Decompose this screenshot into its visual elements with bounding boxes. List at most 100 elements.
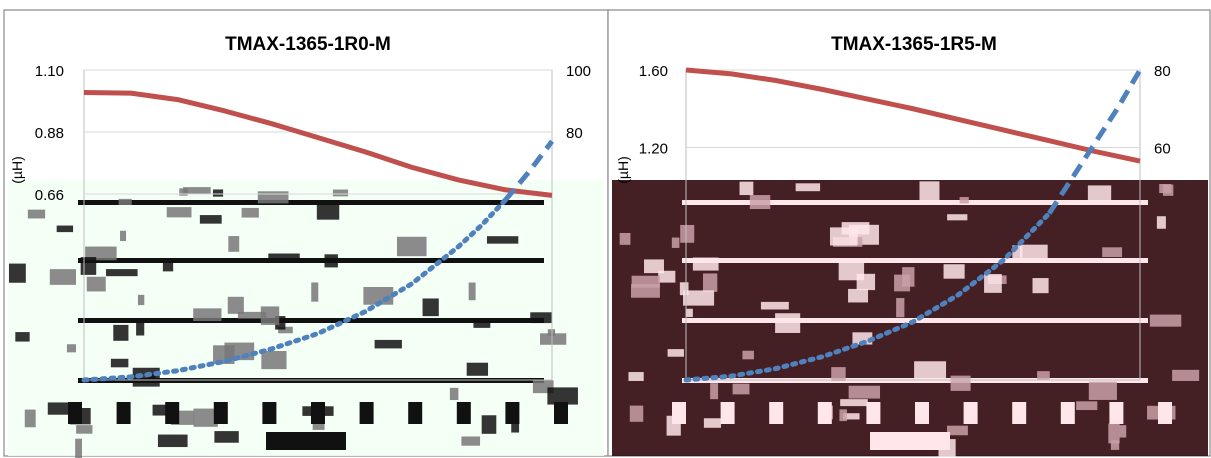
- noise-block: [838, 262, 865, 281]
- noise-tick: [1158, 402, 1172, 424]
- noise-block: [193, 408, 218, 427]
- noise-block: [959, 197, 969, 204]
- noise-block: [449, 387, 459, 401]
- noise-block: [680, 224, 695, 243]
- noise-xlabel: [870, 432, 950, 450]
- noise-block: [703, 418, 721, 428]
- noise-block: [685, 308, 693, 318]
- noise-tick: [68, 402, 82, 424]
- temperature-series-dashed: [1047, 68, 1143, 215]
- noise-block: [466, 362, 489, 376]
- noise-block: [547, 387, 578, 405]
- noise-bar: [78, 318, 544, 323]
- noise-block: [658, 270, 676, 283]
- inductance-series-line: [685, 67, 1141, 164]
- noise-block: [1172, 369, 1200, 381]
- noise-tick: [1060, 402, 1075, 424]
- noise-tick: [505, 402, 520, 424]
- noise-tick: [116, 402, 131, 424]
- corrupted-region-left: [8, 180, 604, 458]
- noise-bar: [682, 258, 1148, 263]
- noise-block: [1076, 401, 1098, 411]
- y-axis-label: (µH): [9, 156, 25, 184]
- noise-block: [157, 434, 188, 448]
- noise-block: [683, 290, 715, 306]
- noise-block: [312, 419, 325, 430]
- noise-tick: [866, 402, 881, 424]
- noise-block: [15, 332, 30, 342]
- noise-block: [461, 436, 481, 446]
- noise-tick: [720, 402, 735, 424]
- noise-block: [261, 351, 287, 370]
- temperature-series-dashed: [503, 139, 554, 202]
- noise-block: [147, 374, 156, 382]
- y-tick-label-left: 1.20: [639, 141, 668, 158]
- noise-block: [628, 372, 644, 381]
- noise-tick: [1109, 402, 1124, 424]
- noise-block: [619, 232, 631, 245]
- noise-block: [1032, 278, 1049, 294]
- noise-block: [396, 236, 427, 257]
- noise-block: [76, 425, 93, 434]
- noise-block: [468, 282, 476, 301]
- noise-block: [1110, 440, 1120, 450]
- noise-block: [183, 187, 211, 194]
- noise-block: [1037, 371, 1050, 380]
- noise-block: [848, 288, 869, 303]
- noise-block: [214, 431, 239, 443]
- noise-block: [228, 236, 240, 252]
- noise-tick: [408, 402, 423, 424]
- noise-block: [947, 214, 968, 221]
- noise-block: [47, 402, 70, 415]
- noise-block: [257, 191, 289, 204]
- noise-block: [739, 181, 754, 196]
- noise-block: [547, 329, 556, 336]
- noise-block: [237, 311, 267, 319]
- noise-block: [840, 399, 868, 407]
- noise-block: [75, 438, 82, 458]
- noise-block: [120, 230, 127, 241]
- noise-block: [749, 195, 771, 210]
- noise-block: [1087, 185, 1112, 201]
- noise-tick: [213, 402, 228, 424]
- y-tick-label-left: 0.88: [35, 125, 64, 142]
- noise-tick: [359, 402, 374, 424]
- noise-block: [106, 269, 138, 277]
- noise-block: [422, 298, 439, 317]
- noise-block: [946, 425, 968, 436]
- noise-block: [113, 324, 129, 341]
- noise-block: [630, 284, 660, 298]
- y-axis-label: (µH): [615, 156, 631, 184]
- noise-block: [166, 207, 192, 218]
- temperature-series-line: [683, 210, 1052, 383]
- noise-block: [530, 312, 552, 324]
- noise-block: [852, 332, 873, 345]
- noise-tick: [963, 402, 978, 424]
- noise-block: [679, 282, 689, 296]
- noise-block: [49, 269, 76, 285]
- noise-bar: [78, 200, 544, 205]
- noise-block: [1159, 184, 1172, 194]
- noise-block: [56, 225, 74, 233]
- noise-block: [511, 421, 520, 433]
- noise-block: [152, 404, 173, 416]
- noise-block: [667, 349, 684, 357]
- noise-block: [831, 367, 846, 382]
- chart-title-left: TMAX-1365-1R0-M: [225, 34, 391, 55]
- noise-block: [374, 339, 402, 349]
- noise-block: [839, 409, 847, 422]
- noise-tick: [311, 402, 325, 424]
- plot-area-right: 1.60 1.20 80 60 (µH): [615, 63, 1171, 383]
- noise-block: [311, 282, 319, 302]
- inductance-series-line: [83, 90, 553, 198]
- noise-block: [760, 301, 789, 310]
- noise-block: [275, 316, 286, 330]
- noise-block: [950, 375, 971, 391]
- noise-block: [118, 198, 132, 205]
- noise-block: [193, 308, 222, 322]
- noise-block: [199, 215, 222, 224]
- noise-block: [848, 385, 881, 399]
- noise-xlabel: [266, 432, 346, 450]
- noise-tick: [769, 402, 784, 424]
